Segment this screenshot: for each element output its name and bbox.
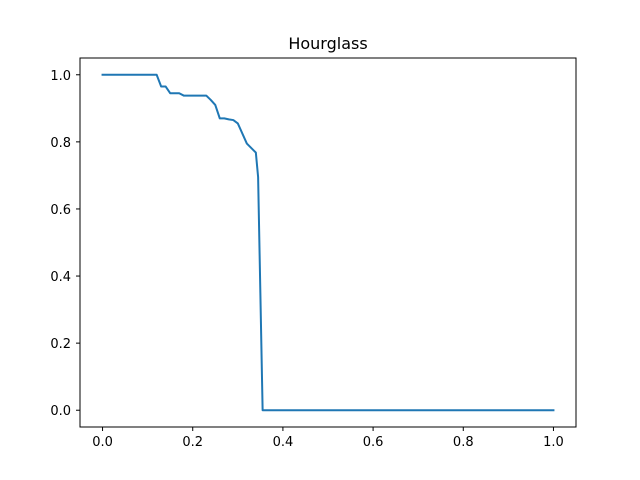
y-tick-label: 0.8 (50, 136, 71, 151)
y-tick-label: 0.2 (50, 337, 71, 352)
y-tick-label: 0.4 (50, 270, 71, 285)
y-tick-label: 0.0 (50, 404, 71, 419)
x-tick-label: 0.4 (273, 435, 294, 450)
y-tick-label: 1.0 (50, 69, 71, 84)
x-tick-label: 0.6 (363, 435, 384, 450)
x-tick-label: 0.2 (182, 435, 203, 450)
x-tick-label: 0.8 (453, 435, 474, 450)
plot-area (101, 73, 555, 412)
axes-frame (79, 57, 577, 428)
chart-title: Hourglass (288, 34, 367, 53)
y-tick-label: 0.6 (50, 203, 71, 218)
series-line-0 (101, 73, 555, 412)
x-tick-label: 0.0 (92, 435, 113, 450)
axes: 0.0 0.2 0.4 0.6 0.8 1.0 0.0 0.2 0.4 0.6 0.8 1.0 (50, 57, 577, 450)
x-tick-label: 1.0 (543, 435, 564, 450)
